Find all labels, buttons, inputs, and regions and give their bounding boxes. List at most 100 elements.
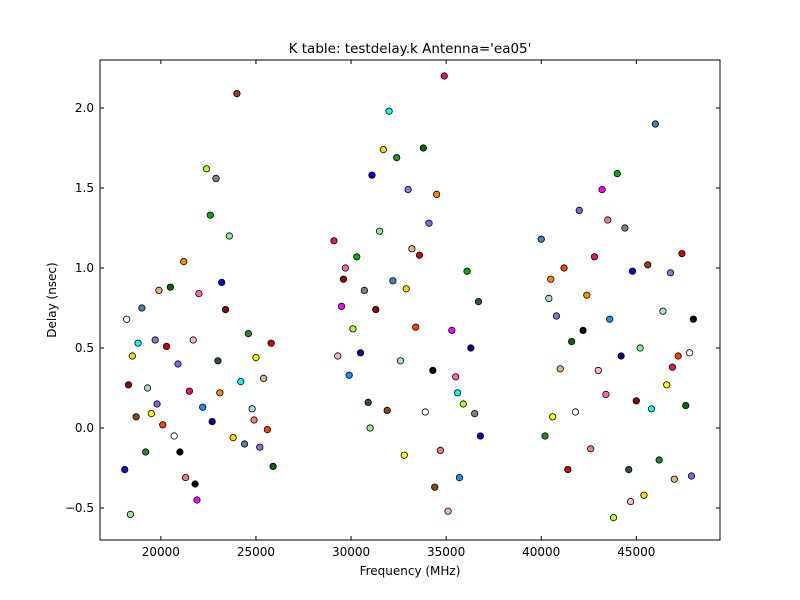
data-point <box>155 286 163 294</box>
data-point <box>415 251 424 259</box>
x-tick-label: 40000 <box>522 545 560 559</box>
data-point <box>379 146 387 154</box>
data-point <box>560 264 568 272</box>
data-point <box>402 285 410 293</box>
data-point <box>685 349 694 357</box>
data-point <box>229 433 237 442</box>
x-tick-label: 35000 <box>427 545 465 559</box>
data-point <box>689 315 697 323</box>
data-point <box>602 390 610 398</box>
data-point <box>587 445 595 453</box>
data-point <box>248 405 256 413</box>
data-point <box>429 366 437 374</box>
data-point <box>345 371 353 379</box>
data-point <box>269 462 277 470</box>
data-point <box>579 326 587 334</box>
data-point <box>583 291 591 299</box>
data-point <box>668 363 677 371</box>
data-point <box>166 283 174 291</box>
data-point <box>476 432 484 440</box>
data-point <box>552 312 561 320</box>
marker-layer <box>121 72 697 522</box>
data-point <box>356 349 365 357</box>
data-point <box>617 352 625 360</box>
data-point <box>134 339 142 347</box>
data-point <box>147 409 155 418</box>
data-point <box>678 250 686 258</box>
data-point <box>189 336 197 344</box>
data-point <box>640 491 648 499</box>
data-point <box>366 424 374 432</box>
x-tick-label: 30000 <box>332 545 370 559</box>
data-point <box>425 219 433 227</box>
data-point <box>138 304 146 312</box>
x-axis-label: Frequency (MHz) <box>360 564 461 578</box>
data-point <box>627 497 635 506</box>
data-point <box>174 360 182 368</box>
data-point <box>259 374 268 382</box>
data-point <box>244 329 252 338</box>
data-point <box>216 389 224 397</box>
data-point <box>393 154 401 162</box>
data-point <box>221 305 230 314</box>
data-point <box>237 377 245 386</box>
data-point <box>360 286 368 294</box>
data-point <box>463 267 471 275</box>
data-point <box>609 513 618 522</box>
data-point <box>334 352 342 360</box>
y-tick-label: 1.5 <box>75 181 94 195</box>
data-point <box>383 406 391 414</box>
data-point <box>606 315 614 323</box>
data-point <box>170 432 178 440</box>
y-axis-label: Delay (nsec) <box>45 262 59 337</box>
data-point <box>202 165 211 173</box>
y-tick-label: 2.0 <box>75 101 94 115</box>
data-point <box>448 326 456 334</box>
data-point <box>590 253 599 261</box>
data-point <box>433 190 441 198</box>
x-tick-label: 25000 <box>237 545 275 559</box>
data-point <box>404 186 412 194</box>
data-point <box>250 416 258 424</box>
data-point <box>162 342 171 350</box>
data-point <box>240 440 249 448</box>
data-point <box>459 400 467 408</box>
data-point <box>364 398 372 406</box>
data-point <box>636 344 644 352</box>
y-tick-label: 0.0 <box>75 421 94 435</box>
data-point <box>575 206 583 214</box>
data-point <box>159 421 167 429</box>
data-point <box>670 475 678 483</box>
data-point <box>185 387 193 395</box>
data-point <box>142 448 150 456</box>
data-point <box>571 408 580 416</box>
data-point <box>349 325 357 333</box>
data-point <box>628 267 637 275</box>
data-point <box>556 365 564 373</box>
data-point <box>212 174 220 182</box>
data-point <box>471 409 479 418</box>
data-point <box>218 278 226 286</box>
data-point <box>121 465 129 474</box>
data-point <box>195 289 203 298</box>
data-point <box>453 389 462 397</box>
data-point <box>126 510 135 519</box>
data-point <box>455 473 464 482</box>
data-point <box>621 224 629 232</box>
data-point <box>375 227 384 235</box>
data-point <box>128 352 136 360</box>
data-point <box>537 235 545 243</box>
y-tick-label: −0.5 <box>65 501 94 515</box>
data-point <box>604 216 612 224</box>
data-point <box>132 413 140 421</box>
data-point <box>674 352 682 360</box>
data-point <box>682 401 690 410</box>
data-point <box>233 90 241 98</box>
axis-ticks: 20000 25000 30000 35000 40000 45000 −0.5 0.0 0.5… <box>65 60 720 559</box>
data-point <box>444 507 452 515</box>
data-point <box>337 302 346 310</box>
data-point <box>267 339 275 347</box>
data-point <box>191 480 199 488</box>
data-point <box>400 451 408 459</box>
data-point <box>176 448 184 456</box>
